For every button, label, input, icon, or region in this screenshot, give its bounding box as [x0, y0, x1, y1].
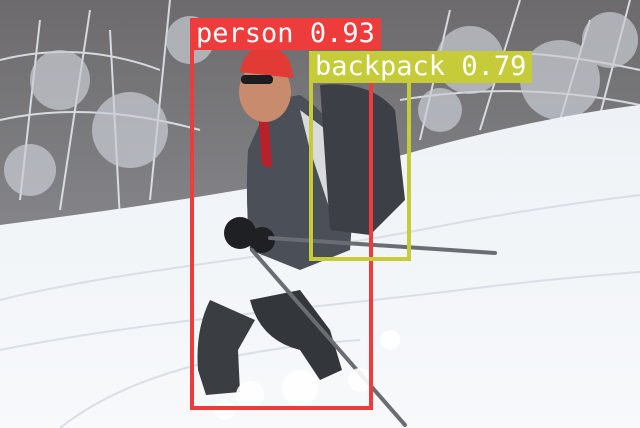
jacket-red-trim — [258, 110, 272, 168]
detection-confidence: 0.93 — [309, 18, 375, 49]
left-glove — [224, 217, 256, 249]
backpack-shape — [320, 84, 405, 236]
skier-figure — [197, 46, 405, 395]
skier-back-leg — [197, 300, 255, 395]
red-hat — [240, 46, 293, 78]
backpack-bounding-box — [309, 77, 411, 261]
right-glove — [249, 227, 275, 253]
skier-front-leg — [250, 290, 342, 380]
detection-confidence: 0.79 — [461, 51, 527, 82]
detection-class-name: person — [196, 18, 294, 49]
snow-slope — [0, 105, 640, 428]
snow-spray — [215, 330, 400, 420]
sunglasses — [241, 75, 273, 84]
backpack-detection-label: backpack 0.79 — [309, 51, 533, 83]
ski-poles — [250, 236, 497, 427]
person-detection-label: person 0.93 — [190, 18, 381, 50]
detection-class-name: backpack — [315, 51, 446, 82]
